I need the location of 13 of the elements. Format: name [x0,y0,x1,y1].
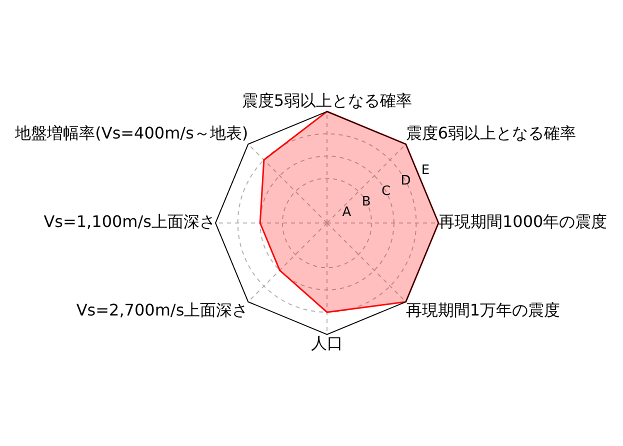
spoke-label: 震度5弱以上となる確率 [242,91,412,110]
spoke-label: 再現期間1万年の震度 [406,300,560,320]
spoke-label: 地盤増幅率(Vs=400m/s～地表) [14,124,248,143]
spoke-label: 再現期間1000年の震度 [438,212,608,232]
y-tick-label: D [400,174,411,188]
y-tick-label: A [342,204,352,220]
y-tick-label: E [421,163,430,178]
spoke-label: Vs=1,100m/s上面深さ [44,212,216,232]
y-tick-label: B [362,194,371,210]
spoke-label: 人口 [311,333,343,352]
spoke-label: 震度6弱以上となる確率 [406,124,576,143]
spoke-label: Vs=2,700m/s上面深さ [76,300,248,320]
y-tick-label: C [382,184,391,199]
